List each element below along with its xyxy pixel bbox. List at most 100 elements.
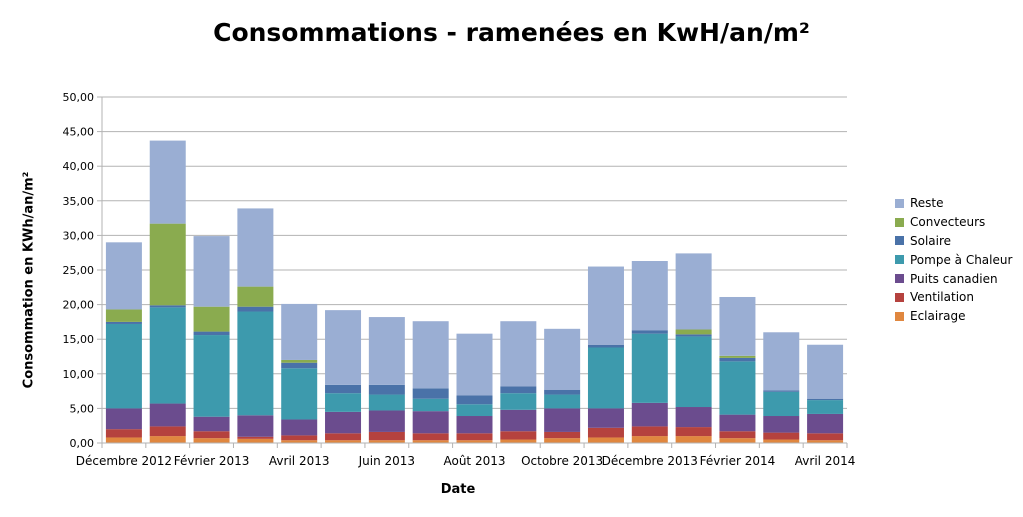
bar-segment-reste (105, 242, 142, 310)
bar-segment-ventilation (281, 435, 318, 441)
bar-segment-ventilation (763, 432, 800, 440)
legend-label: Pompe à Chaleur (910, 252, 1013, 267)
bar-segment-eclairage (193, 438, 230, 443)
bar-segment-ventilation (412, 433, 449, 441)
bar-segment-solaire (412, 388, 449, 399)
bar-segment-eclairage (105, 437, 142, 443)
legend-item: Ventilation (895, 288, 1012, 307)
bar-segment-eclairage (544, 438, 581, 443)
bar-segment-pompe-chaleur (807, 400, 844, 414)
bar-segment-eclairage (763, 439, 800, 443)
legend-swatch (895, 255, 904, 265)
bar-segment-reste (631, 261, 668, 331)
bar-segment-puits-canadien (105, 408, 142, 430)
bar-segment-solaire (149, 305, 186, 308)
legend-swatch (895, 311, 904, 321)
bar-segment-eclairage (237, 438, 274, 443)
bar-segment-ventilation (675, 427, 712, 437)
bar-segment-eclairage (719, 438, 756, 443)
axes: 0,00 5,00 10,00 15,00 20,00 25,00 30,00 35,00 40… (63, 91, 856, 468)
bar-segment-puits-canadien (807, 413, 844, 434)
x-tick-label: Octobre 2013 (521, 454, 603, 468)
bar-segment-reste (763, 332, 800, 391)
bar-segment-puits-canadien (587, 408, 624, 428)
x-tick-label: Décembre 2012 (76, 454, 172, 468)
y-tick-label: 45,00 (63, 126, 95, 139)
bar-segment-eclairage (807, 440, 844, 443)
bar-segment-reste (719, 296, 756, 356)
x-tick-label: Décembre 2013 (602, 454, 698, 468)
bar-segment-solaire (193, 331, 230, 336)
bar-segment-solaire (456, 395, 493, 405)
bar-segment-pompe-chaleur (368, 394, 405, 411)
bar-segment-solaire (105, 321, 142, 324)
bar-segment-ventilation (500, 431, 537, 440)
bar-segment-reste (412, 321, 449, 389)
y-tick-label: 20,00 (63, 299, 95, 312)
bar-segment-ventilation (719, 431, 756, 439)
legend-swatch (895, 236, 904, 246)
bar-segment-solaire (763, 390, 800, 392)
bar-segment-solaire (587, 344, 624, 348)
bar-segment-pompe-chaleur (500, 393, 537, 410)
bar-segment-reste (368, 317, 405, 385)
legend-swatch (895, 292, 904, 302)
bar-segment-eclairage (456, 440, 493, 443)
bar-segment-reste (281, 303, 318, 360)
y-tick-label: 40,00 (63, 160, 95, 173)
bar-segment-pompe-chaleur (719, 361, 756, 415)
bar-segment-puits-canadien (149, 403, 186, 427)
bar-segment-puits-canadien (193, 416, 230, 432)
bar-segment-solaire (325, 384, 362, 394)
bar-segment-pompe-chaleur (631, 333, 668, 403)
bar-segment-solaire (368, 384, 405, 395)
bar-segment-ventilation (807, 433, 844, 441)
x-axis-label: Date (440, 482, 476, 497)
bar-segment-pompe-chaleur (149, 307, 186, 404)
legend-swatch (895, 198, 904, 208)
bar-segment-puits-canadien (544, 408, 581, 432)
bar-segment-ventilation (149, 426, 186, 437)
bar-segment-solaire (675, 334, 712, 337)
legend-item: Convecteurs (895, 213, 1012, 232)
bar-segment-puits-canadien (456, 416, 493, 434)
bar-segment-puits-canadien (719, 414, 756, 432)
bar-segment-puits-canadien (763, 416, 800, 433)
bar-segment-convecteurs (193, 306, 230, 332)
y-tick-label: 5,00 (70, 402, 95, 415)
legend-label: Eclairage (910, 309, 966, 324)
bar-segment-reste (456, 333, 493, 396)
legend-item: Pompe à Chaleur (895, 250, 1012, 269)
y-tick-label: 10,00 (63, 368, 95, 381)
bar-segment-reste (325, 310, 362, 385)
bar-segment-solaire (500, 386, 537, 394)
x-tick-label: Août 2013 (443, 454, 505, 468)
bar-segment-solaire (281, 362, 318, 369)
bar-segment-eclairage (412, 440, 449, 443)
bar-segment-convecteurs (149, 223, 186, 306)
bar-segment-ventilation (368, 431, 405, 441)
bar-segment-puits-canadien (237, 415, 274, 437)
bar-segment-pompe-chaleur (237, 311, 274, 416)
bar-segment-pompe-chaleur (193, 335, 230, 417)
legend-item: Solaire (895, 232, 1012, 251)
bar-segment-puits-canadien (325, 411, 362, 434)
bar-segment-ventilation (193, 431, 230, 439)
bar-segment-convecteurs (237, 286, 274, 307)
bar-segment-pompe-chaleur (675, 336, 712, 408)
y-tick-label: 30,00 (63, 229, 95, 242)
bar-segment-convecteurs (281, 359, 318, 363)
bar-segment-reste (544, 328, 581, 390)
bar-segment-eclairage (325, 440, 362, 443)
bar-segment-eclairage (631, 436, 668, 443)
bar-segment-pompe-chaleur (281, 368, 318, 420)
y-tick-label: 35,00 (63, 195, 95, 208)
legend: Reste Convecteurs Solaire Pompe à Chaleur Pu… (895, 194, 1012, 326)
x-tick-label: Février 2013 (174, 454, 250, 468)
bar-segment-ventilation (105, 429, 142, 438)
x-tick-label: Juin 2013 (358, 454, 415, 468)
bar-segment-convecteurs (105, 309, 142, 322)
bar-segment-puits-canadien (281, 419, 318, 436)
bar-segment-puits-canadien (368, 410, 405, 432)
